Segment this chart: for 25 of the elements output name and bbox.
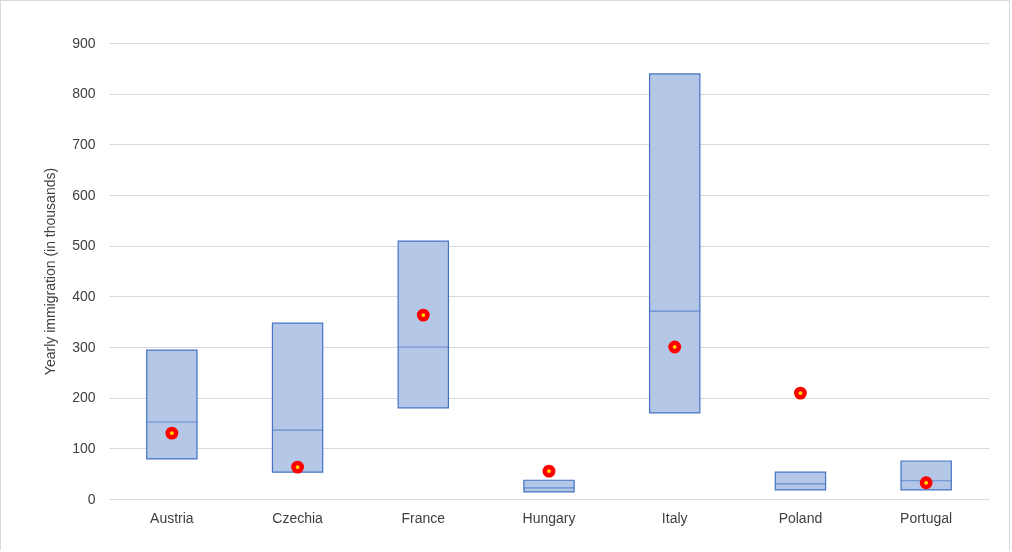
y-axis-title: Yearly immigration (in thousands) [42, 167, 59, 376]
y-tick-label: 900 [72, 34, 96, 51]
x-tick-label: France [401, 509, 446, 526]
x-tick-label: Czechia [272, 509, 324, 526]
y-tick-label: 700 [72, 135, 96, 152]
x-tick-label: Portugal [900, 509, 953, 526]
y-tick-label: 600 [72, 186, 96, 203]
point [416, 308, 430, 322]
x-tick-label: Poland [778, 509, 823, 526]
y-tick-label: 300 [72, 338, 96, 355]
point [919, 476, 933, 490]
point [542, 464, 556, 478]
y-tick-label: 0 [87, 490, 96, 507]
y-tick-label: 200 [72, 389, 96, 406]
point [291, 460, 304, 474]
x-tick-label: Austria [150, 509, 194, 526]
y-tick-label: 800 [72, 85, 96, 102]
y-tick-label: 500 [72, 237, 96, 254]
point [668, 340, 682, 354]
y-tick-label: 400 [72, 287, 96, 304]
x-tick-label: Italy [661, 509, 688, 526]
point [794, 386, 807, 400]
x-tick-label: Hungary [522, 509, 576, 526]
y-tick-label: 100 [72, 439, 96, 456]
point [165, 426, 179, 440]
